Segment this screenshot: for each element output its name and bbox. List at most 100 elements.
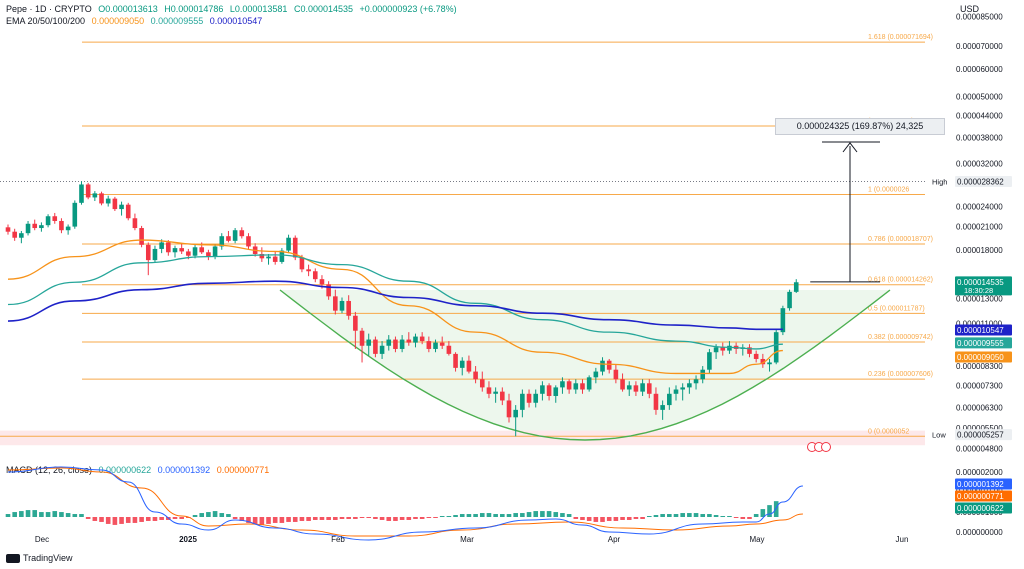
- y-tick-label: 0.000021000: [956, 223, 1003, 232]
- macd-bar: [312, 517, 318, 520]
- y-tick-label: 0.000013000: [956, 295, 1003, 304]
- macd-bar: [119, 517, 124, 524]
- price-tag-box: [955, 429, 1012, 441]
- ema-legend-label[interactable]: EMA 20/50/100/200: [6, 16, 86, 26]
- fib-label-0.618: 0.618 (0.000014262): [868, 277, 933, 284]
- ema-line-EMA100: [7, 280, 783, 331]
- symbol-label[interactable]: Pepe · 1D · CRYPTO: [6, 4, 92, 14]
- macd-bar: [613, 517, 619, 521]
- price-chart[interactable]: 1.618 (0.000071694)(0.000041035)1 (0.000…: [0, 0, 1024, 462]
- macd-line-value: 0.000001392: [157, 465, 211, 475]
- candle: [145, 244, 151, 261]
- candle: [667, 393, 672, 406]
- price-tag-ema100: 0.000010547: [955, 324, 1012, 336]
- macd-signal-value: 0.000000771: [216, 465, 270, 475]
- price-tag-ema20: 0.000009050: [955, 351, 1012, 363]
- candle: [500, 391, 505, 401]
- candle: [5, 227, 11, 232]
- fib-label-1.618: 1.618 (0.000071694): [868, 34, 933, 41]
- y-tick-label: 0.000006300: [956, 403, 1003, 412]
- candle: [279, 250, 285, 262]
- candle: [713, 347, 719, 353]
- candle: [179, 248, 184, 252]
- macd-bar: [232, 517, 238, 519]
- macd-bar: [520, 513, 525, 517]
- macd-bar: [479, 513, 485, 517]
- candle: [446, 345, 452, 354]
- macd-y-tick-label: 0.000002000: [956, 468, 1003, 477]
- ema-legend: EMA 20/50/100/200 0.000009050 0.00000955…: [6, 16, 266, 26]
- candle: [333, 296, 338, 311]
- candle: [286, 237, 291, 251]
- macd-bar: [526, 512, 532, 517]
- macd-bar: [72, 514, 78, 517]
- candle: [292, 237, 298, 258]
- price-tag-ema50: 0.000009555: [955, 337, 1012, 349]
- macd-bar: [139, 517, 144, 522]
- macd-bar: [252, 517, 258, 524]
- candle: [19, 233, 24, 238]
- macd-bar: [633, 517, 639, 519]
- candle: [65, 226, 71, 231]
- candle: [12, 231, 17, 238]
- fib-label-0.5: 0.5 (0.000011787): [868, 305, 925, 312]
- macd-bar: [580, 517, 585, 520]
- macd-bar: [12, 512, 17, 517]
- macd-bar: [159, 517, 164, 520]
- symbol-row: Pepe · 1D · CRYPTO O0.000013613 H0.00001…: [6, 4, 461, 14]
- macd-bar: [413, 517, 418, 519]
- macd-bar: [693, 513, 699, 517]
- candle: [259, 253, 265, 259]
- macd-bar: [152, 517, 158, 521]
- macd-tag-value: 0.000000622: [957, 504, 1004, 513]
- candle: [39, 225, 44, 229]
- macd-bar: [206, 512, 211, 517]
- measure-label: 0.000024325 (169.87%) 24,325: [775, 118, 945, 135]
- macd-bar: [179, 517, 184, 519]
- macd-bar: [366, 517, 372, 518]
- macd-bar: [299, 517, 305, 521]
- macd-bar: [105, 517, 111, 524]
- macd-bar: [466, 514, 472, 517]
- price-tag-value: 0.000028362: [957, 177, 1004, 186]
- macd-bar: [540, 511, 545, 517]
- macd-tag-box: [955, 478, 1012, 490]
- macd-bar: [212, 511, 218, 517]
- macd-legend-label[interactable]: MACD (12, 26, close): [6, 465, 93, 475]
- candle: [172, 248, 178, 253]
- macd-bar: [266, 517, 271, 524]
- candle: [566, 381, 572, 390]
- x-tick-label: Apr: [608, 535, 621, 544]
- ohlc-open: O0.000013613: [98, 4, 158, 14]
- candle: [192, 247, 198, 256]
- candle: [399, 339, 405, 349]
- candle: [386, 339, 392, 346]
- y-tick-label: 0.000004800: [956, 444, 1003, 453]
- brand-logo[interactable]: TradingView: [6, 553, 73, 563]
- macd-tag-box: [955, 502, 1012, 514]
- candle: [600, 360, 605, 372]
- macd-bar: [132, 517, 138, 523]
- price-tag-value: 0.000009555: [957, 339, 1004, 348]
- macd-bar: [226, 514, 231, 517]
- candle: [166, 242, 171, 253]
- low-zone: [0, 430, 925, 446]
- macd-bar: [720, 516, 726, 518]
- fib-label-0.786: 0.786 (0.000018707): [868, 236, 933, 243]
- candle: [506, 400, 512, 418]
- macd-chart[interactable]: 0.0000020000.0000015000.0000010000.00000…: [0, 462, 1024, 569]
- candle: [72, 202, 78, 227]
- price-tag-high: 0.000028362 High: [932, 175, 1012, 187]
- candle: [359, 330, 365, 346]
- macd-bar: [45, 512, 51, 517]
- macd-bar: [566, 514, 572, 517]
- candle: [246, 236, 251, 247]
- macd-bar: [359, 517, 365, 518]
- candle: [660, 405, 665, 410]
- candle: [653, 393, 659, 410]
- macd-bar: [500, 514, 505, 517]
- candle: [219, 236, 225, 247]
- macd-bar: [713, 515, 719, 517]
- candle: [459, 360, 465, 368]
